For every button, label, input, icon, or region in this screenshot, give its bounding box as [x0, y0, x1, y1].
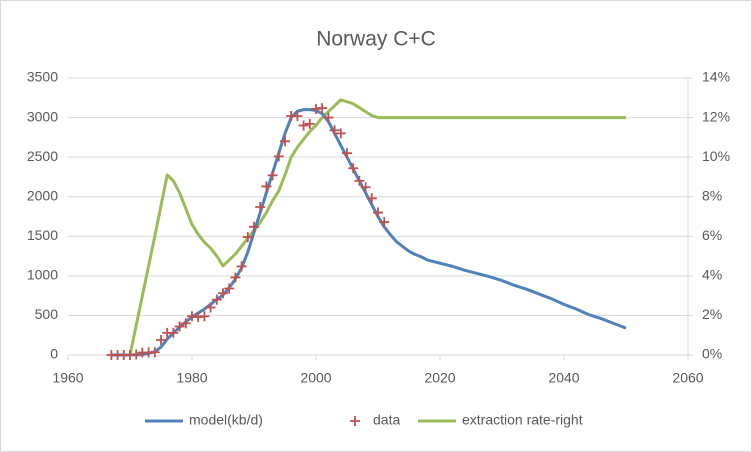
y-tick-label: 0	[50, 346, 58, 362]
y-tick-label: 1500	[27, 227, 58, 243]
data-point	[236, 261, 247, 272]
data-point	[273, 151, 284, 162]
data-point	[280, 136, 290, 147]
data-point	[261, 181, 272, 192]
x-tick-label: 2000	[300, 370, 331, 386]
data-point	[205, 302, 216, 313]
data-point	[298, 120, 309, 131]
y2-tick-label: 4%	[702, 267, 722, 283]
data-point	[342, 148, 352, 159]
chart-title: Norway C+C	[316, 28, 436, 51]
data-point	[267, 170, 278, 181]
y2-tick-label: 14%	[702, 69, 730, 85]
data-point	[354, 175, 365, 186]
y2-tick-label: 0%	[702, 346, 722, 362]
data-point	[230, 272, 241, 283]
y2-tick-label: 8%	[702, 187, 722, 203]
data-point	[156, 334, 166, 345]
x-tick-label: 1980	[176, 370, 207, 386]
data-point	[180, 318, 191, 329]
data-point	[199, 311, 210, 322]
data-point	[335, 128, 346, 139]
data-point	[323, 112, 334, 123]
x-tick-label: 1960	[52, 370, 83, 386]
y2-tick-label: 6%	[702, 227, 722, 243]
y-tick-label: 2500	[27, 148, 58, 164]
data-point	[329, 125, 340, 136]
y2-tick-label: 10%	[702, 148, 730, 164]
data-point	[360, 182, 371, 193]
x-tick-label: 2060	[672, 370, 703, 386]
legend-label: model(kb/d)	[189, 412, 263, 428]
x-tick-label: 2020	[424, 370, 455, 386]
data-point	[348, 163, 359, 174]
data-point	[242, 232, 253, 243]
data-point	[317, 103, 328, 114]
data-point	[255, 202, 266, 213]
data-point	[149, 347, 160, 358]
y-tick-label: 1000	[27, 267, 58, 283]
y2-tick-label: 2%	[702, 306, 722, 322]
data-point	[379, 217, 390, 228]
data-point	[304, 118, 315, 129]
data-point	[174, 321, 185, 332]
data-point	[131, 349, 142, 360]
series-line	[111, 108, 627, 357]
y-tick-label: 3500	[27, 69, 58, 85]
data-point	[218, 288, 228, 299]
legend-label: extraction rate-right	[462, 412, 583, 428]
y-tick-label: 3000	[27, 108, 58, 124]
series-line	[128, 98, 626, 356]
x-tick-label: 2040	[548, 370, 579, 386]
data-point	[373, 207, 383, 218]
y-tick-label: 2000	[27, 187, 58, 203]
y-tick-label: 500	[35, 306, 59, 322]
data-point	[211, 294, 222, 305]
data-point	[168, 327, 179, 338]
legend-label: data	[373, 412, 400, 428]
legend-marker	[350, 416, 360, 426]
data-point	[292, 110, 303, 121]
y2-tick-label: 12%	[702, 108, 730, 124]
data-point	[249, 221, 259, 232]
data-point	[224, 283, 235, 294]
data-point	[366, 193, 377, 204]
